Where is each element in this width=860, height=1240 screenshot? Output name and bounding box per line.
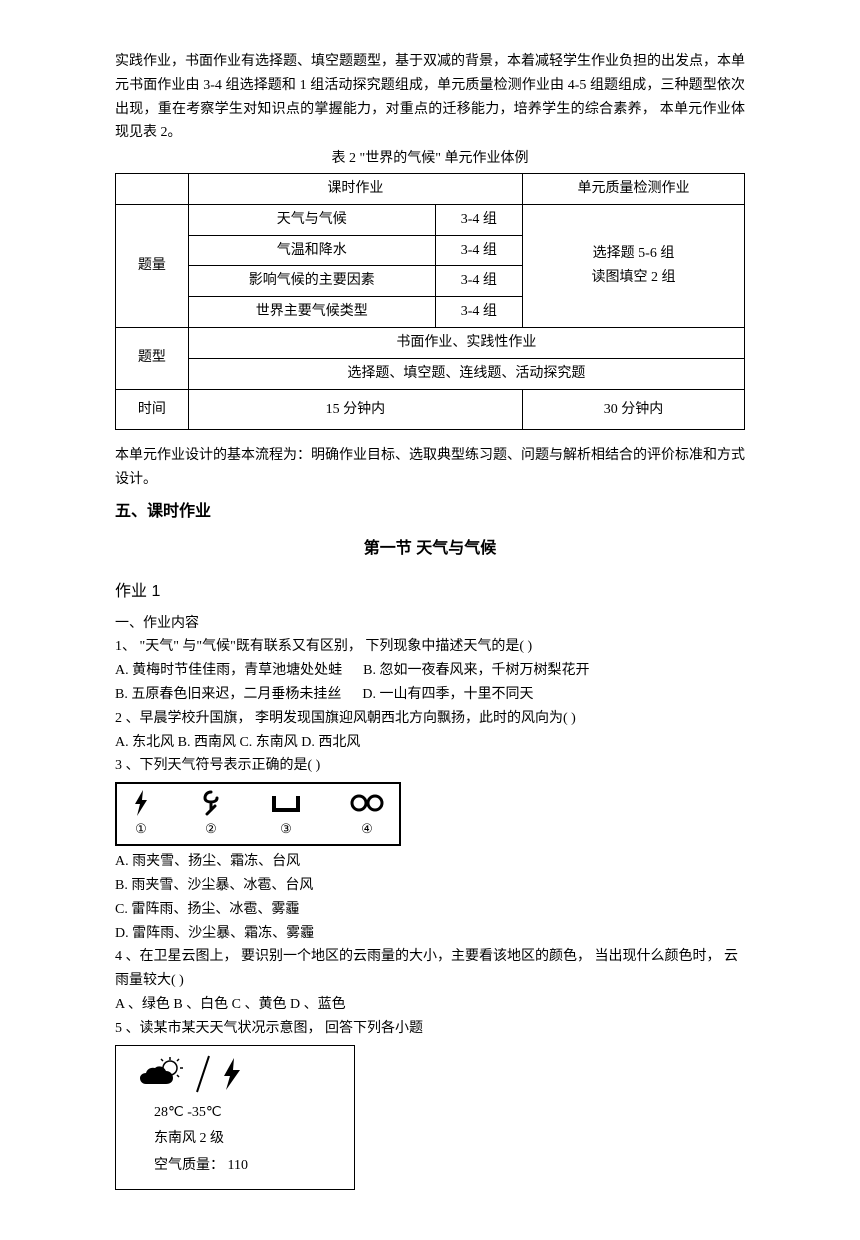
cell: 影响气候的主要因素 bbox=[188, 266, 435, 297]
table-row: 时间 15 分钟内 30 分钟内 bbox=[116, 389, 745, 430]
cell: 3-4 组 bbox=[435, 204, 522, 235]
thunder-icon bbox=[218, 1056, 246, 1092]
option: D. 一山有四季，十里不同天 bbox=[362, 687, 533, 702]
after-table-paragraph: 本单元作业设计的基本流程为：明确作业目标、选取典型练习题、问题与解析相结合的评价… bbox=[115, 444, 745, 492]
symbol-label: ① bbox=[135, 818, 147, 840]
table-row: 题型 书面作业、实践性作业 bbox=[116, 327, 745, 358]
cell: 3-4 组 bbox=[435, 266, 522, 297]
cell: 15 分钟内 bbox=[188, 389, 522, 430]
cell-line: 选择题 5-6 组 bbox=[529, 242, 738, 266]
cell: 天气与气候 bbox=[188, 204, 435, 235]
question-1-options: B. 五原春色旧来迟，二月垂杨未挂丝 D. 一山有四季，十里不同天 bbox=[115, 683, 745, 707]
table-row: 题量 天气与气候 3-4 组 选择题 5-6 组 读图填空 2 组 bbox=[116, 204, 745, 235]
question-2-options: A. 东北风 B. 西南风 C. 东南风 D. 西北风 bbox=[115, 731, 745, 755]
cell: 书面作业、实践性作业 bbox=[188, 327, 744, 358]
content-title: 一、作业内容 bbox=[115, 612, 745, 636]
option: D. 雷阵雨、沙尘暴、霜冻、雾霾 bbox=[115, 922, 745, 946]
question-1-options: A. 黄梅时节佳佳雨，青草池塘处处蛙 B. 忽如一夜春风来，千树万树梨花开 bbox=[115, 659, 745, 683]
heading-5: 五、课时作业 bbox=[115, 498, 745, 525]
cell: 30 分钟内 bbox=[522, 389, 744, 430]
question-4-options: A 、绿色 B 、白色 C 、黄色 D 、蓝色 bbox=[115, 993, 745, 1017]
option: C. 雷阵雨、扬尘、冰雹、雾霾 bbox=[115, 898, 745, 922]
option: B. 五原春色旧来迟，二月垂杨未挂丝 bbox=[115, 687, 341, 702]
haze-icon bbox=[349, 793, 385, 813]
question-2: 2 、早晨学校升国旗， 李明发现国旗迎风朝西北方向飘扬，此时的风向为( ) bbox=[115, 707, 745, 731]
symbol-3: ③ bbox=[271, 790, 301, 840]
question-3: 3 、下列天气符号表示正确的是( ) bbox=[115, 754, 745, 778]
cell: 3-4 组 bbox=[435, 235, 522, 266]
table-row: 选择题、填空题、连线题、活动探究题 bbox=[116, 358, 745, 389]
cell: 气温和降水 bbox=[188, 235, 435, 266]
symbol-label: ④ bbox=[361, 818, 373, 840]
weather-temp: 28℃ -35℃ bbox=[154, 1100, 342, 1127]
symbol-label: ② bbox=[205, 818, 217, 840]
weather-symbols-box: ① ② ③ ④ bbox=[115, 782, 401, 846]
symbol-label: ③ bbox=[280, 818, 292, 840]
row-header: 题量 bbox=[116, 204, 189, 327]
cloudy-sun-icon bbox=[138, 1056, 188, 1092]
cell: 3-4 组 bbox=[435, 297, 522, 328]
frost-icon bbox=[271, 793, 301, 813]
symbol-1: ① bbox=[131, 790, 151, 840]
section-title: 第一节 天气与气候 bbox=[115, 535, 745, 562]
lightning-icon bbox=[131, 790, 151, 816]
symbol-2: ② bbox=[199, 790, 223, 840]
dust-icon bbox=[199, 790, 223, 816]
homework-table: 课时作业 单元质量检测作业 题量 天气与气候 3-4 组 选择题 5-6 组 读… bbox=[115, 173, 745, 430]
weather-aqi: 空气质量： 110 bbox=[154, 1153, 342, 1180]
weather-forecast-box: 28℃ -35℃ 东南风 2 级 空气质量： 110 bbox=[115, 1045, 355, 1191]
table-row: 课时作业 单元质量检测作业 bbox=[116, 173, 745, 204]
option: A. 黄梅时节佳佳雨，青草池塘处处蛙 bbox=[115, 663, 342, 678]
row-header: 题型 bbox=[116, 327, 189, 389]
cell-line: 读图填空 2 组 bbox=[529, 266, 738, 290]
header-cell: 单元质量检测作业 bbox=[522, 173, 744, 204]
symbol-4: ④ bbox=[349, 790, 385, 840]
option: A. 雨夹雪、扬尘、霜冻、台风 bbox=[115, 850, 745, 874]
homework-title: 作业 1 bbox=[115, 578, 745, 605]
intro-paragraph: 实践作业，书面作业有选择题、填空题题型，基于双减的背景，本着减轻学生作业负担的出… bbox=[115, 50, 745, 145]
question-5: 5 、读某市某天天气状况示意图， 回答下列各小题 bbox=[115, 1017, 745, 1041]
cell: 世界主要气候类型 bbox=[188, 297, 435, 328]
cell: 选择题、填空题、连线题、活动探究题 bbox=[188, 358, 744, 389]
header-cell bbox=[116, 173, 189, 204]
option: B. 忽如一夜春风来，千树万树梨花开 bbox=[363, 663, 589, 678]
weather-wind: 东南风 2 级 bbox=[154, 1126, 342, 1153]
row-header: 时间 bbox=[116, 389, 189, 430]
header-cell: 课时作业 bbox=[188, 173, 522, 204]
cell: 选择题 5-6 组 读图填空 2 组 bbox=[522, 204, 744, 327]
question-4: 4 、在卫星云图上， 要识别一个地区的云雨量的大小，主要看该地区的颜色， 当出现… bbox=[115, 945, 745, 993]
slash-icon bbox=[194, 1054, 212, 1094]
option: B. 雨夹雪、沙尘暴、冰雹、台风 bbox=[115, 874, 745, 898]
table-caption: 表 2 "世界的气候" 单元作业体例 bbox=[115, 147, 745, 171]
question-1: 1、 "天气" 与"气候"既有联系又有区别， 下列现象中描述天气的是( ) bbox=[115, 635, 745, 659]
